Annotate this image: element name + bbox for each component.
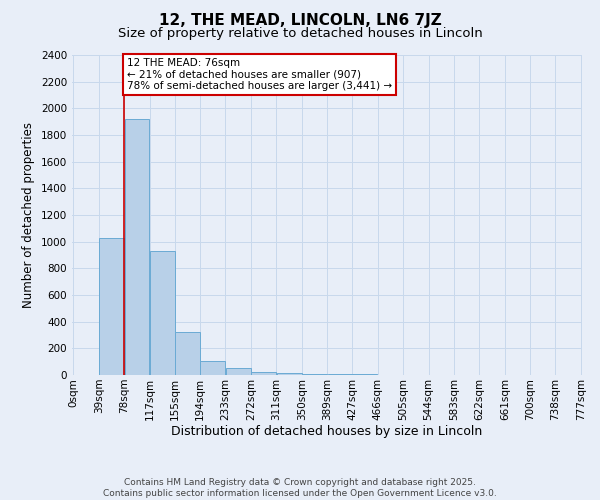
Bar bbox=[226, 368, 251, 375]
Bar bbox=[302, 374, 327, 375]
Text: Contains HM Land Registry data © Crown copyright and database right 2025.
Contai: Contains HM Land Registry data © Crown c… bbox=[103, 478, 497, 498]
Bar bbox=[150, 251, 175, 375]
Bar bbox=[277, 373, 302, 375]
Bar bbox=[328, 374, 353, 375]
Bar bbox=[99, 238, 124, 375]
Bar bbox=[125, 119, 149, 375]
X-axis label: Distribution of detached houses by size in Lincoln: Distribution of detached houses by size … bbox=[172, 426, 482, 438]
Bar bbox=[251, 372, 276, 375]
Text: 12 THE MEAD: 76sqm
← 21% of detached houses are smaller (907)
78% of semi-detach: 12 THE MEAD: 76sqm ← 21% of detached hou… bbox=[127, 58, 392, 91]
Text: 12, THE MEAD, LINCOLN, LN6 7JZ: 12, THE MEAD, LINCOLN, LN6 7JZ bbox=[158, 12, 442, 28]
Bar bbox=[200, 361, 225, 375]
Y-axis label: Number of detached properties: Number of detached properties bbox=[22, 122, 35, 308]
Bar bbox=[352, 374, 377, 375]
Text: Size of property relative to detached houses in Lincoln: Size of property relative to detached ho… bbox=[118, 28, 482, 40]
Bar bbox=[175, 332, 200, 375]
